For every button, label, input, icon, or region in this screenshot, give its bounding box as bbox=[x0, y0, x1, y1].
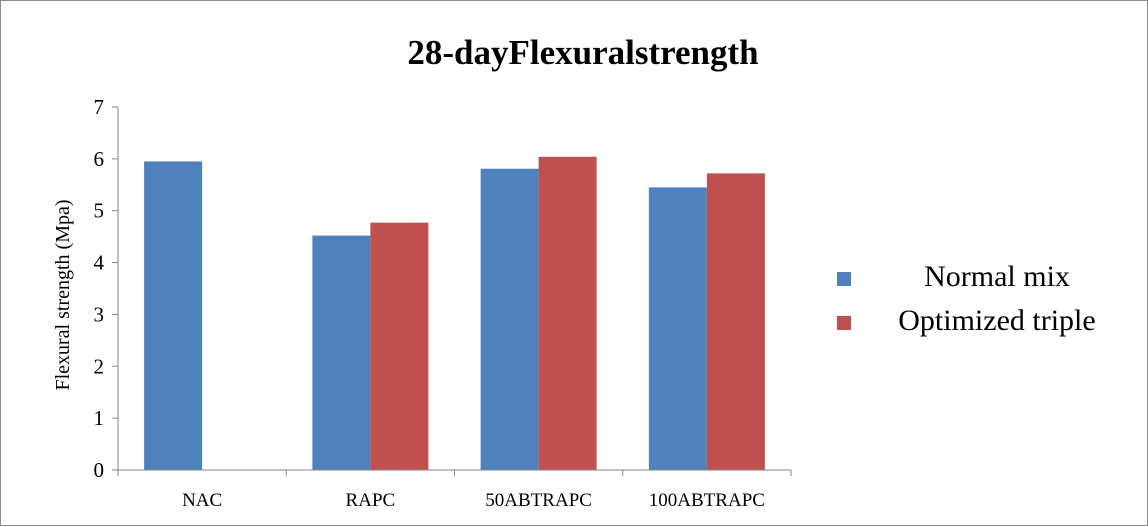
bar-normal-mix-rapc bbox=[312, 235, 371, 470]
legend-label: Normal mix bbox=[924, 260, 1070, 293]
y-tick-label: 1 bbox=[94, 406, 105, 430]
bar-normal-mix-nac bbox=[144, 161, 203, 470]
y-tick-label: 4 bbox=[94, 251, 105, 275]
chart-title: 28-dayFlexuralstrength bbox=[407, 33, 758, 72]
y-tick-label: 6 bbox=[94, 147, 105, 171]
x-axis-categories: NAC RAPC 50ABTRAPC 100ABTRAPC bbox=[117, 470, 792, 511]
bar-optimized-triple-rapc bbox=[370, 222, 429, 470]
y-tick-label: 3 bbox=[94, 302, 105, 326]
y-axis-label: Flexural strength (Mpa) bbox=[52, 199, 74, 390]
legend-label: Optimized triple bbox=[898, 304, 1095, 337]
y-tick-label: 2 bbox=[94, 354, 105, 378]
x-category-label: 100ABTRAPC bbox=[649, 490, 765, 511]
y-axis-ticks: 0 1 2 3 4 5 6 7 bbox=[94, 95, 118, 482]
legend: Normal mix Optimized triple bbox=[837, 260, 1096, 337]
legend-swatch bbox=[837, 272, 851, 286]
bar-optimized-triple-50abtrapc bbox=[538, 156, 597, 471]
y-tick-label: 0 bbox=[94, 458, 105, 482]
bar-optimized-triple-100abtrapc bbox=[706, 173, 765, 470]
x-category-label: NAC bbox=[182, 490, 222, 511]
y-tick-label: 7 bbox=[94, 95, 105, 119]
bar-normal-mix-100abtrapc bbox=[648, 187, 707, 470]
x-category-label: 50ABTRAPC bbox=[485, 490, 592, 511]
bar-normal-mix-50abtrapc bbox=[480, 168, 539, 470]
legend-swatch bbox=[837, 316, 851, 330]
x-category-label: RAPC bbox=[346, 490, 396, 511]
bars-group bbox=[144, 156, 765, 471]
y-tick-label: 5 bbox=[94, 199, 105, 223]
